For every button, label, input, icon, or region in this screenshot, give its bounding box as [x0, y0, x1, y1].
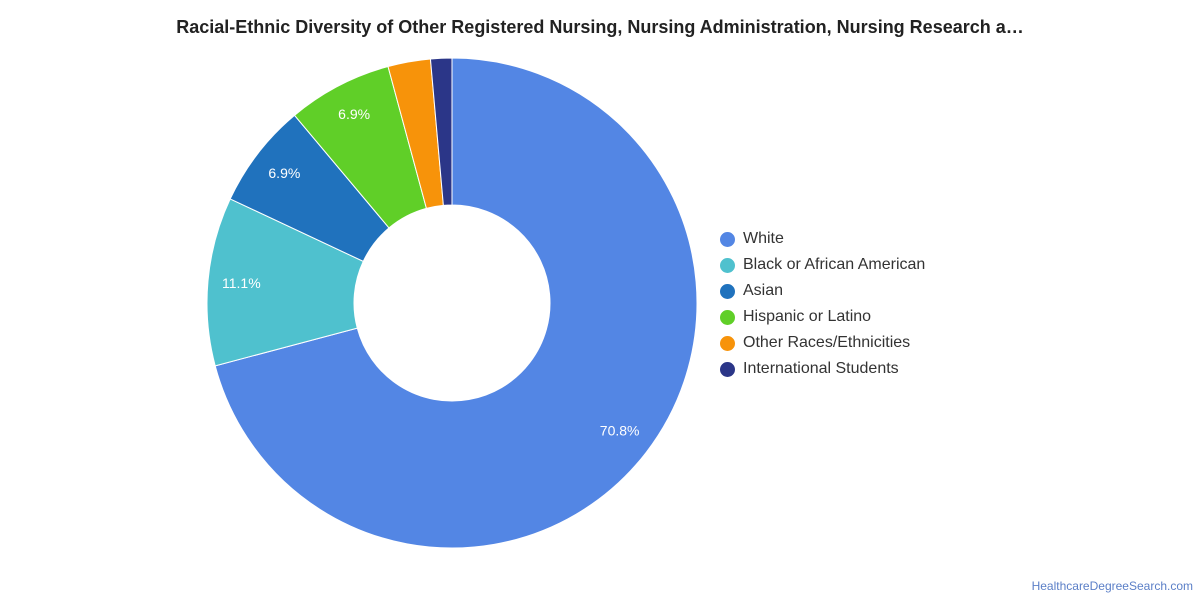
donut-slices: [206, 57, 698, 549]
legend-label: Hispanic or Latino: [743, 308, 872, 325]
slice-white[interactable]: [214, 57, 698, 549]
legend-swatch-icon: [720, 231, 735, 247]
slice-labels: 70.8% 11.1% 6.9% 6.9%: [222, 106, 639, 438]
legend-item-white[interactable]: White: [720, 226, 925, 252]
legend-item-international-students[interactable]: International Students: [720, 356, 925, 382]
legend-swatch-icon: [720, 283, 735, 299]
slice-label-white: 70.8%: [600, 423, 640, 439]
legend-item-asian[interactable]: Asian: [720, 278, 925, 304]
legend-swatch-icon: [720, 361, 735, 377]
slice-label-hispanic-or-latino: 6.9%: [338, 106, 370, 122]
legend: White Black or African American Asian Hispa…: [720, 226, 925, 382]
legend-label: Other Races/Ethnicities: [743, 334, 911, 351]
legend-swatch-icon: [720, 335, 735, 351]
legend-item-other-races-ethnicities[interactable]: Other Races/Ethnicities: [720, 330, 925, 356]
legend-item-hispanic-or-latino[interactable]: Hispanic or Latino: [720, 304, 925, 330]
legend-swatch-icon: [720, 309, 735, 325]
legend-label: Asian: [743, 282, 784, 299]
slice-label-black-or-african-american: 11.1%: [222, 275, 261, 291]
legend-item-black-or-african-american[interactable]: Black or African American: [720, 252, 925, 278]
legend-label: White: [743, 230, 784, 247]
chart-title: Racial-Ethnic Diversity of Other Registe…: [176, 17, 1024, 37]
slice-label-asian: 6.9%: [268, 165, 300, 181]
legend-label: International Students: [743, 360, 899, 377]
source-link[interactable]: HealthcareDegreeSearch.com: [1031, 579, 1193, 593]
legend-swatch-icon: [720, 257, 735, 273]
slice-international-students[interactable]: [429, 57, 453, 206]
legend-label: Black or African American: [743, 256, 926, 273]
slice-black-or-african-american[interactable]: [206, 198, 364, 367]
